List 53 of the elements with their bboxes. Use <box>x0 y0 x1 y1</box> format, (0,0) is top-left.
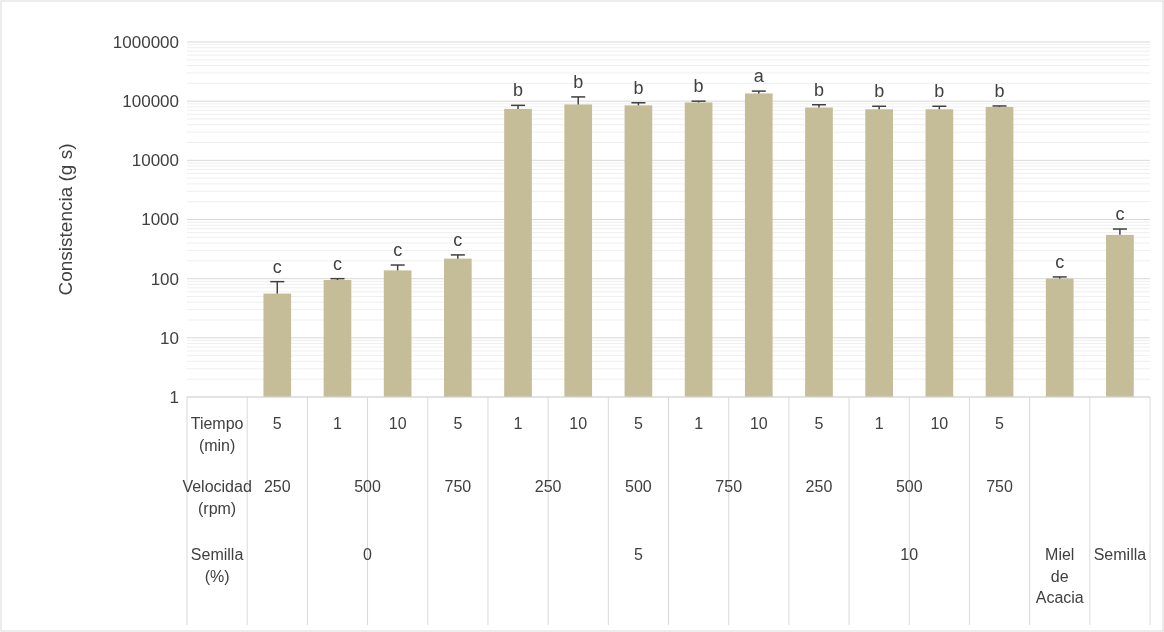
text: 250 <box>534 478 562 495</box>
data-label: b <box>573 71 584 92</box>
data-label: b <box>934 81 945 102</box>
x-tick-label: 10 <box>388 415 407 432</box>
data-label: b <box>693 76 704 97</box>
y-axis-title: Consistencia (g s) <box>55 143 76 296</box>
data-label: c <box>393 240 403 261</box>
x-tick-label: 5 <box>453 415 463 432</box>
data-label: b <box>874 81 885 102</box>
x-tick-label: 10 <box>930 415 949 432</box>
x-tick-label: 10 <box>749 415 768 432</box>
text: 10 <box>900 546 919 563</box>
x-tick-label: 1 <box>513 415 523 432</box>
data-label: c <box>272 256 282 277</box>
text: Semilla (%) <box>190 546 244 585</box>
x-tick-label: 5 <box>814 415 824 432</box>
data-label: b <box>633 77 644 98</box>
text: 500 <box>625 478 652 495</box>
text: 750 <box>986 478 1013 495</box>
y-tick-label: 1 <box>169 387 179 407</box>
data-label: c <box>453 229 463 250</box>
text: Semilla <box>1093 546 1147 563</box>
x-tick-label: 10 <box>569 415 588 432</box>
text: 500 <box>895 478 923 495</box>
text: 500 <box>354 478 382 495</box>
y-tick-label: 10 <box>160 328 179 348</box>
text: Miel de Acacia <box>1035 546 1084 607</box>
x-tick-label: 5 <box>995 415 1005 432</box>
text: 5 <box>633 546 643 563</box>
text: 750 <box>444 478 472 495</box>
y-tick-label: 100000 <box>122 92 179 112</box>
data-label: c <box>1055 251 1065 272</box>
data-label: b <box>994 80 1005 101</box>
data-label: c <box>1115 204 1125 225</box>
y-tick-label: 1000000 <box>112 32 179 52</box>
data-label: a <box>753 66 765 87</box>
text: Velocidad (rpm) <box>182 478 252 517</box>
text: 250 <box>805 478 833 495</box>
data-label: b <box>813 79 824 100</box>
y-tick-label: 100 <box>150 269 179 289</box>
text: 250 <box>263 478 291 495</box>
x-tick-label: 5 <box>633 415 643 432</box>
x-tick-label: 1 <box>333 415 343 432</box>
x-tick-label: Tiempo (min) <box>190 415 244 454</box>
data-label: b <box>513 80 524 101</box>
x-tick-label: 1 <box>694 415 704 432</box>
text: 0 <box>363 546 373 563</box>
text: 750 <box>715 478 743 495</box>
x-tick-label: 1 <box>874 415 884 432</box>
y-tick-label: 1000 <box>141 210 179 230</box>
x-tick-label: 5 <box>272 415 282 432</box>
data-label: c <box>332 253 342 274</box>
y-tick-label: 10000 <box>131 151 179 171</box>
